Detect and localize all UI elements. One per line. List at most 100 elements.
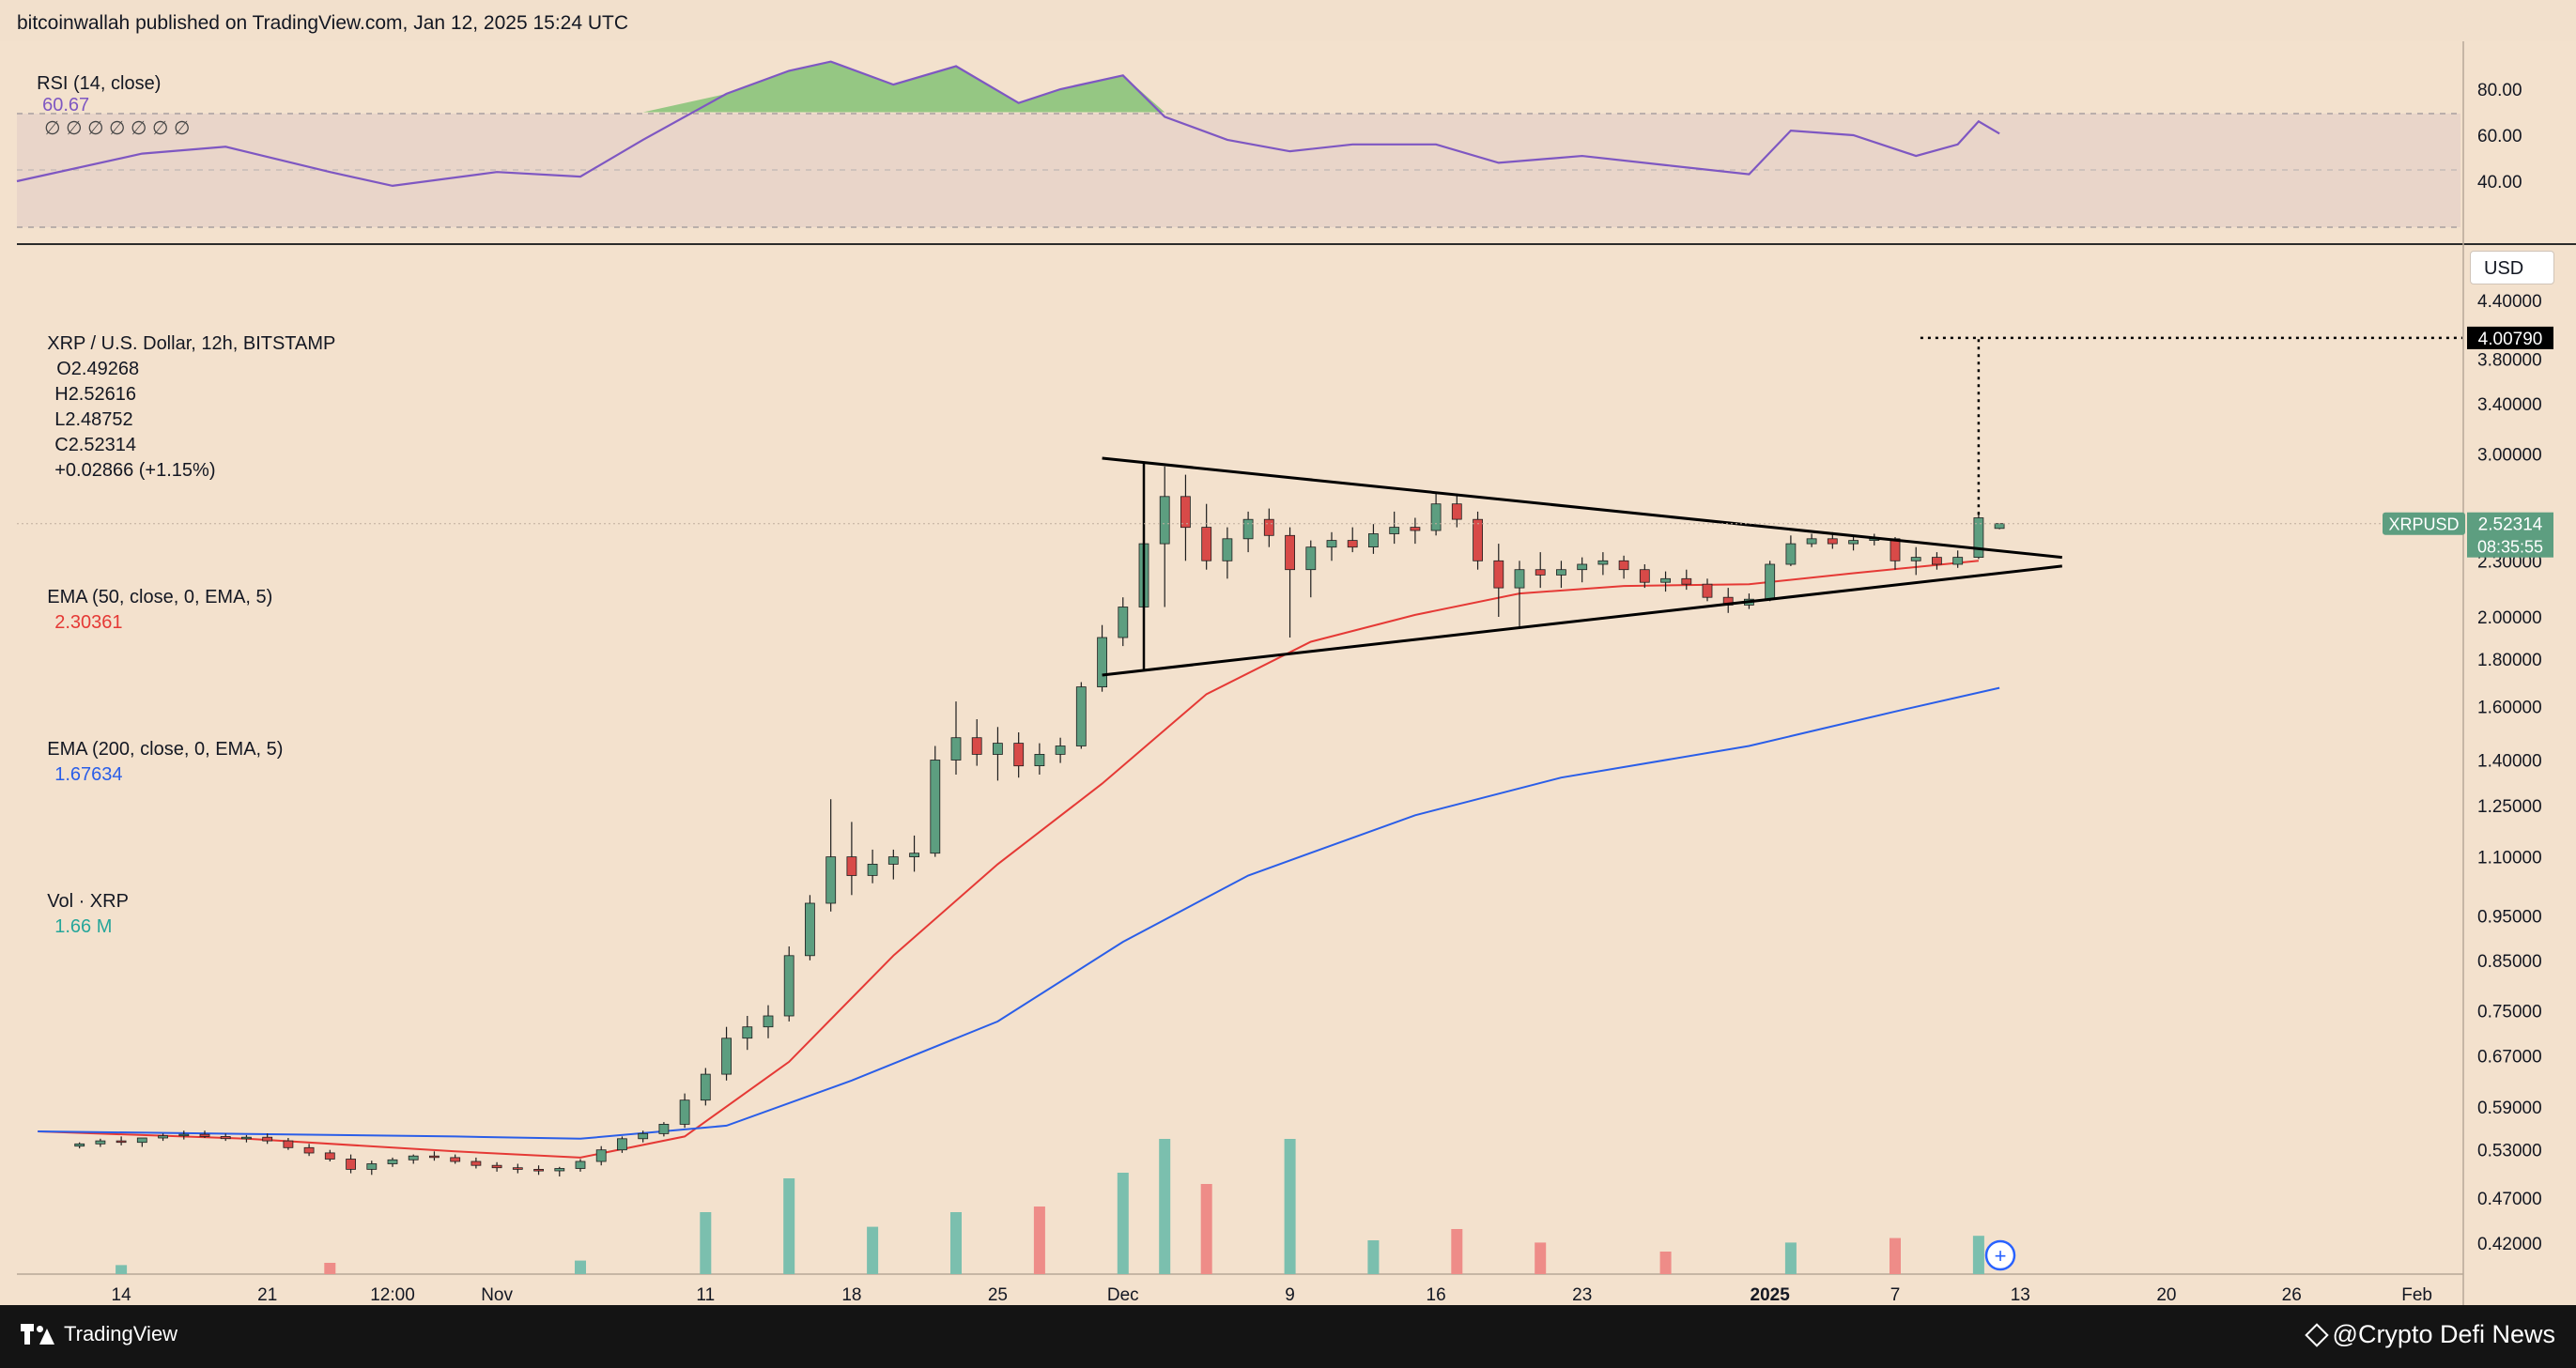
candle-body (575, 1160, 586, 1169)
price-tick: 1.25000 (2477, 797, 2542, 817)
candle-body (1514, 569, 1525, 589)
price-chart[interactable]: 4.400003.800003.400003.000002.300002.000… (0, 41, 2576, 1305)
candle-body (1660, 577, 1671, 583)
candle-body (595, 1149, 607, 1162)
price-tick: 0.85000 (2477, 952, 2542, 972)
candle-body (1556, 569, 1566, 576)
tradingview-logo[interactable]: TradingView (21, 1322, 177, 1346)
rsi-overbought-fill (17, 61, 2000, 113)
candle-body (1597, 560, 1609, 565)
last-price-label-bg (2467, 512, 2553, 558)
rsi-hidden-values: ∅ ∅ ∅ ∅ ∅ ∅ ∅ (44, 118, 191, 139)
candle-body (909, 853, 919, 858)
candle-body (1159, 496, 1170, 545)
candle-body (220, 1136, 231, 1140)
candle-body (450, 1157, 461, 1162)
rsi-line (16, 60, 2000, 188)
currency-button[interactable]: USD (2470, 251, 2554, 284)
volume-bar (575, 1260, 586, 1274)
candle-body (1075, 686, 1087, 746)
volume-bar (1367, 1240, 1380, 1274)
candle-body (887, 856, 899, 865)
volume-label: Vol · XRP (47, 891, 129, 912)
ema200-row: EMA (200, close, 0, EMA, 5) 1.67634 (26, 712, 335, 813)
candle-body (617, 1138, 627, 1151)
change-value: +0.02866 (+1.15%) (54, 460, 216, 481)
price-tick: 3.40000 (2477, 395, 2542, 415)
candle-body (324, 1152, 335, 1160)
symbol-label: XRP / U.S. Dollar, 12h, BITSTAMP (47, 333, 336, 354)
pattern-annotations (1102, 336, 2462, 677)
volume-bar (1033, 1207, 1045, 1274)
candle-body (783, 955, 794, 1017)
price-tick: 1.80000 (2477, 651, 2542, 670)
candle-body (1890, 538, 1901, 561)
volume-value: 1.66 M (54, 916, 113, 937)
candle-body (408, 1155, 419, 1160)
candle-body (1785, 543, 1797, 565)
ema50-value: 2.30361 (54, 612, 123, 633)
candle-body (158, 1135, 169, 1139)
price-tick: 0.95000 (2477, 907, 2542, 927)
candle-body (1639, 569, 1650, 583)
time-tick: 9 (1285, 1285, 1295, 1305)
triangle-lower-trendline (1102, 564, 2062, 677)
candle-body (825, 856, 837, 904)
candles (74, 466, 2005, 1176)
rsi-value: 60.67 (42, 95, 90, 115)
plus-icon-glyph: + (1995, 1244, 2007, 1268)
candle-body (74, 1143, 85, 1147)
candle-body (1618, 560, 1629, 571)
candle-body (1910, 557, 1921, 561)
candle-body (303, 1146, 315, 1154)
rsi-label: RSI (14, close) (37, 73, 162, 94)
time-tick: Nov (481, 1285, 513, 1305)
target-price-label: 4.00790 (2478, 330, 2543, 349)
time-tick: Dec (1107, 1285, 1139, 1305)
candle-body (1410, 527, 1421, 531)
time-tick: 16 (1427, 1285, 1446, 1305)
price-tick: 0.59000 (2477, 1099, 2542, 1118)
ema200-line (38, 686, 2000, 1140)
candle-body (262, 1136, 273, 1142)
candle-body (1535, 569, 1546, 576)
publish-header: bitcoinwallah published on TradingView.c… (0, 0, 2576, 41)
candle-body (1242, 518, 1254, 540)
candle-body (1848, 540, 1859, 545)
time-tick: 14 (112, 1285, 132, 1305)
volume-bar (1659, 1252, 1672, 1274)
candle-body (1263, 518, 1274, 536)
volume-bar (1159, 1139, 1171, 1274)
volume-bar (1451, 1229, 1463, 1274)
plus-icon[interactable] (1984, 1239, 2016, 1271)
time-tick: 20 (2156, 1285, 2176, 1305)
candle-body (1931, 557, 1942, 565)
volume-row: Vol · XRP 1.66 M (26, 864, 335, 965)
candle-body (1118, 607, 1129, 638)
candle-body (742, 1026, 753, 1039)
footer-bar: TradingView @Crypto Defi News (0, 1305, 2576, 1368)
candle-body (721, 1038, 732, 1075)
candle-body (1368, 533, 1379, 548)
tradingview-brand: TradingView (64, 1322, 178, 1345)
candle-body (1493, 560, 1504, 589)
currency-label: USD (2484, 258, 2524, 279)
price-tick: 1.60000 (2477, 698, 2542, 717)
candle-body (1347, 540, 1358, 548)
candle-body (178, 1133, 190, 1137)
price-tick: 0.42000 (2477, 1235, 2542, 1254)
rsi-tick: 80.00 (2477, 81, 2522, 100)
candle-body (805, 902, 815, 957)
time-tick: 25 (988, 1285, 1008, 1305)
candle-body (95, 1140, 106, 1145)
price-tick: 1.40000 (2477, 752, 2542, 772)
candle-body (1222, 538, 1233, 561)
price-tick: 3.00000 (2477, 446, 2542, 466)
candle-body (1326, 540, 1337, 548)
candle-body (1055, 745, 1066, 755)
candle-body (658, 1124, 670, 1134)
axis-ticks: 4.400003.800003.400003.000002.300002.000… (112, 81, 2542, 1305)
volume-bar (700, 1212, 712, 1274)
open-label: O (56, 359, 71, 379)
target-price-label-bg (2467, 326, 2553, 349)
